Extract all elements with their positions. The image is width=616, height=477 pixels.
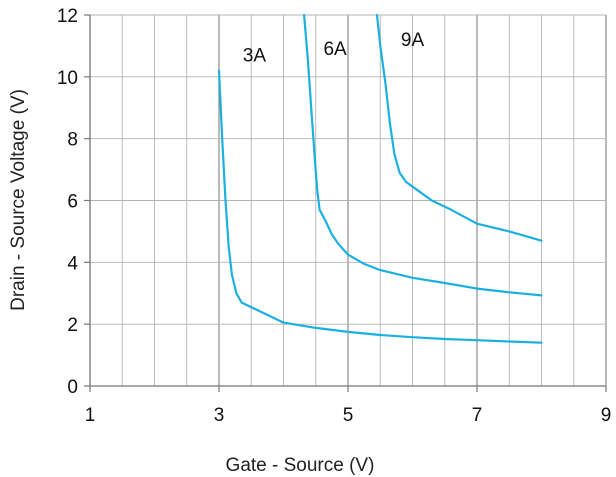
y-tick-label: 4 — [67, 253, 78, 274]
y-tick-label: 6 — [67, 192, 78, 213]
annotation-label: 9A — [401, 30, 425, 51]
x-tick-label: 1 — [85, 405, 96, 426]
series-line-1 — [217, 69, 543, 344]
grid — [89, 14, 607, 387]
x-axis-title: Gate - Source (V) — [226, 455, 375, 476]
annotation-label: 6A — [323, 39, 347, 60]
x-tick-label: 9 — [601, 405, 612, 426]
y-tick-label: 12 — [57, 6, 78, 27]
annotations: 3A 6A 9A — [243, 30, 425, 66]
x-tick-label: 5 — [343, 405, 354, 426]
y-tick-label: 0 — [67, 377, 78, 398]
tick-labels: 0 2 4 6 8 10 12 1 3 5 7 9 — [57, 6, 611, 426]
y-tick-label: 2 — [67, 315, 78, 336]
annotation-label: 3A — [243, 45, 267, 66]
y-tick-label: 10 — [57, 68, 78, 89]
series-line-2 — [303, 13, 543, 297]
axes — [84, 14, 607, 392]
y-tick-label: 8 — [67, 130, 78, 151]
x-tick-label: 3 — [214, 405, 225, 426]
y-axis-title: Drain - Source Voltage (V) — [8, 89, 29, 311]
series-line-3 — [375, 13, 543, 242]
x-tick-label: 7 — [472, 405, 483, 426]
series-lines — [217, 13, 543, 344]
